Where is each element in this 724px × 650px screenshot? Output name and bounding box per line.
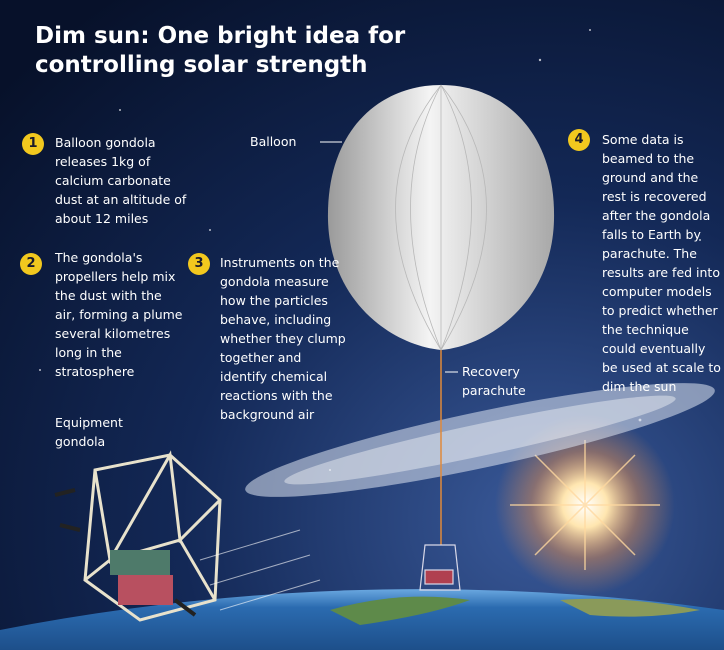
- step-number: 2: [20, 253, 42, 275]
- box: [425, 570, 453, 584]
- star: [589, 29, 591, 31]
- star: [119, 109, 121, 111]
- step-text: Some data is beamed to the ground and th…: [602, 130, 722, 396]
- title: Dim sun: One bright idea for controlling…: [35, 22, 435, 80]
- star: [539, 59, 541, 61]
- parachute-label: Recovery parachute: [462, 362, 532, 400]
- step-number: 4: [568, 129, 590, 151]
- step-number: 1: [22, 133, 44, 155]
- balloon-label: Balloon: [250, 132, 296, 151]
- step-text: Balloon gondola releases 1kg of calcium …: [55, 133, 195, 228]
- step-text: Instruments on the gondola measure how t…: [220, 253, 350, 424]
- star: [209, 229, 211, 231]
- step-number: 3: [188, 253, 210, 275]
- gondola-label: Equipment gondola: [55, 413, 130, 451]
- star: [39, 369, 41, 371]
- instrument-box: [110, 550, 170, 575]
- page: Dim sun: One bright idea for controlling…: [0, 0, 724, 650]
- instrument-box: [118, 575, 173, 605]
- step-text: The gondola's propellers help mix the du…: [55, 248, 183, 381]
